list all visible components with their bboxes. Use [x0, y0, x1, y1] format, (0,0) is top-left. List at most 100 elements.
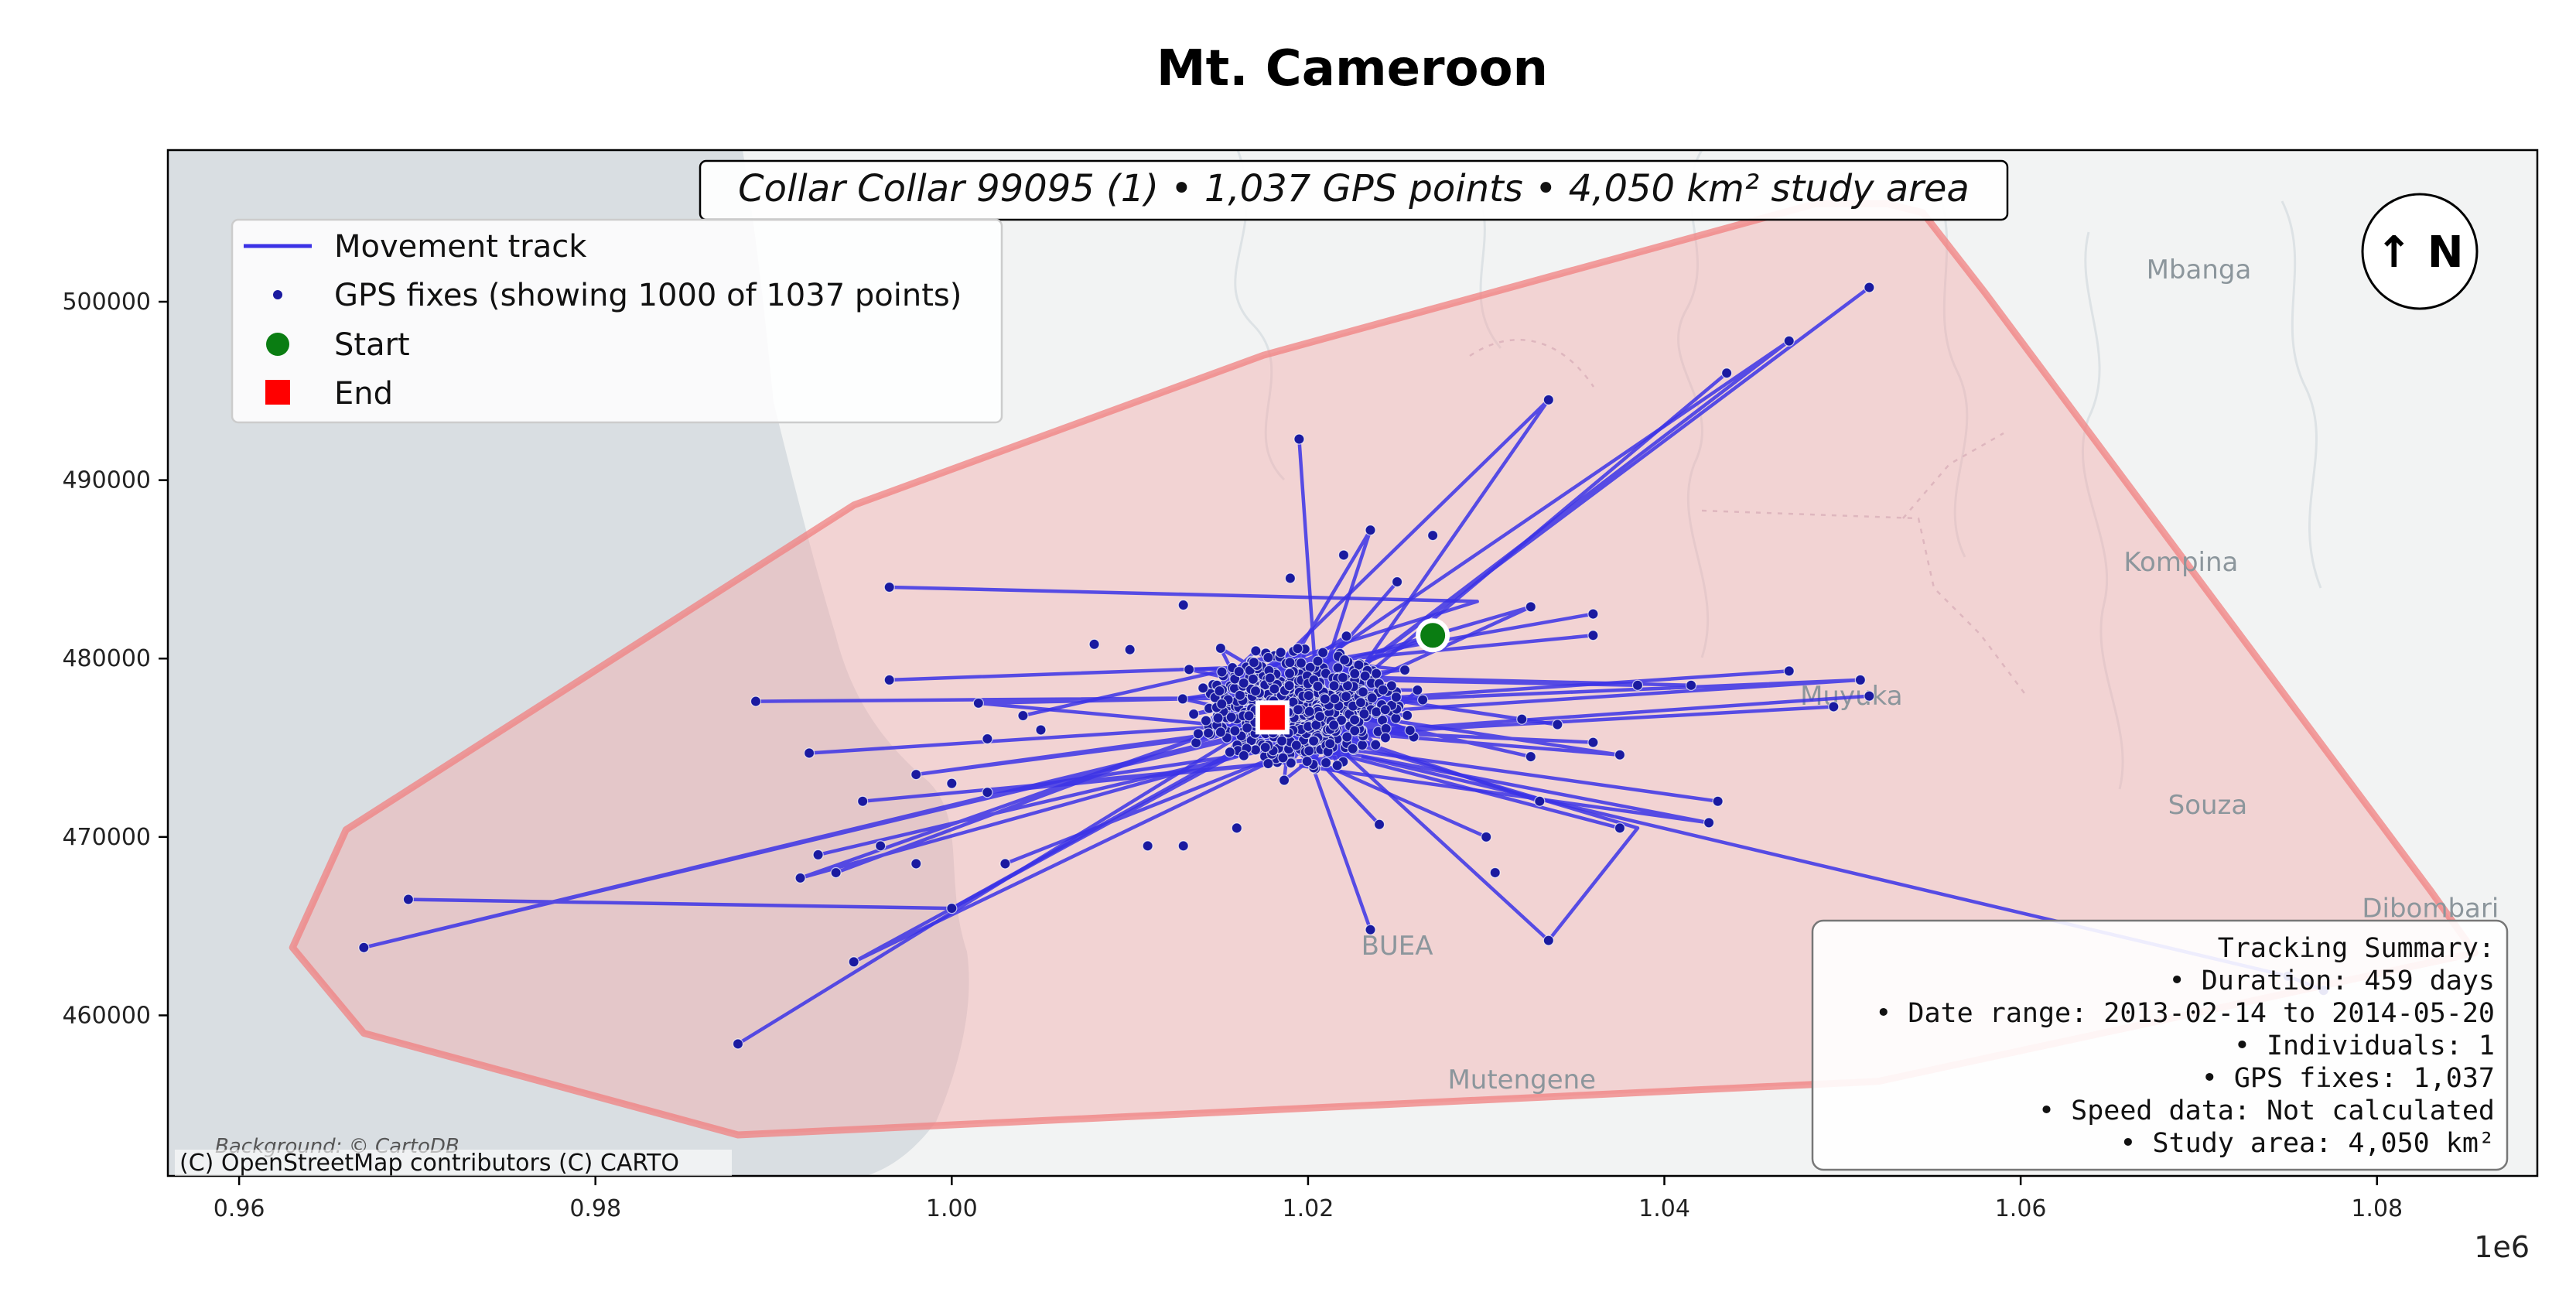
gps-fix-point: [812, 849, 824, 861]
gps-fix-point: [1275, 647, 1286, 658]
gps-fix-point: [1312, 680, 1324, 692]
gps-fix-point: [1370, 739, 1382, 750]
map-boundaries: [1469, 339, 2028, 697]
gps-fix-point: [1373, 819, 1385, 830]
movement-track-segment: [889, 585, 1594, 678]
gps-fix-point: [1358, 708, 1370, 719]
x-tick-label: 1.04: [1638, 1195, 1690, 1222]
gps-fix-point: [803, 747, 815, 759]
gps-fix-point: [1249, 685, 1262, 697]
movement-track-segment: [736, 719, 1265, 1046]
gps-fix-point: [1278, 774, 1290, 786]
gps-fix-point: [1525, 601, 1536, 613]
gps-fix-point: [1184, 664, 1195, 675]
gps-fix-point: [999, 858, 1011, 870]
y-tick-label: 460000: [62, 1002, 151, 1029]
gps-fix-point: [1828, 701, 1840, 713]
gps-fix-point: [1290, 740, 1302, 751]
gps-fix-point: [1247, 673, 1259, 685]
gps-fix-point: [1328, 680, 1340, 692]
banner-text: Collar Collar 99095 (1) • 1,037 GPS poin…: [738, 167, 1970, 210]
gps-fix-point: [1283, 680, 1295, 692]
gps-fix-point: [1284, 572, 1296, 584]
gps-fix-point: [1379, 732, 1392, 743]
gps-fix-point: [1328, 719, 1340, 731]
gps-fix-point: [1242, 722, 1253, 733]
gps-fix-point: [750, 696, 762, 707]
summary-line: • Speed data: Not calculated: [2038, 1095, 2495, 1126]
gps-fix-point: [1543, 935, 1554, 946]
gps-fix-point: [1587, 630, 1599, 641]
gps-fix-point: [732, 1038, 744, 1050]
gps-fix-point: [1216, 698, 1228, 710]
gps-fix-point: [1349, 714, 1361, 726]
gps-fix-point: [1177, 693, 1188, 705]
summary-line: • Duration: 459 days: [2169, 966, 2495, 996]
gps-fix-point: [875, 840, 887, 852]
map-place-label: Mutengene: [1447, 1065, 1596, 1095]
x-tick-label: 1.00: [926, 1195, 978, 1222]
legend: Movement track GPS fixes (showing 1000 o…: [231, 218, 1003, 424]
gps-fix-point: [1035, 724, 1047, 736]
gps-fix-point: [883, 581, 895, 593]
legend-dot-icon: [273, 290, 282, 299]
movement-track-segment: [1270, 737, 1718, 825]
gps-fix-point: [982, 733, 993, 745]
movement-track-segment: [1252, 439, 1372, 726]
gps-fix-point: [1243, 710, 1255, 722]
x-tick-label: 0.98: [569, 1195, 621, 1222]
gps-fix-point: [1349, 668, 1361, 679]
gps-fix-point: [1783, 335, 1795, 347]
gps-fix-point: [1303, 690, 1314, 702]
x-tick-label: 0.96: [214, 1195, 265, 1222]
gps-fix-point: [1284, 657, 1296, 668]
y-tick-label: 470000: [62, 824, 151, 851]
gps-fix-point: [1264, 672, 1276, 684]
gps-fix-point: [1215, 642, 1227, 654]
gps-fix-point: [1685, 679, 1697, 691]
gps-fix-point: [1417, 694, 1429, 706]
map-place-label: Mbanga: [2147, 255, 2252, 285]
gps-fix-point: [1365, 924, 1376, 935]
gps-fix-point: [830, 866, 842, 879]
summary-line: • GPS fixes: 1,037: [2202, 1063, 2495, 1094]
gps-fix-point: [402, 894, 415, 905]
movement-track-segment: [1324, 675, 1692, 688]
gps-fix-point: [1331, 760, 1343, 771]
gps-fix-point: [1335, 714, 1348, 726]
chart-title: Mt. Cameroon: [1156, 40, 1548, 97]
gps-fix-point: [1377, 684, 1389, 696]
gps-fix-point: [982, 787, 993, 798]
gps-fix-point: [1391, 576, 1403, 588]
gps-fix-point: [1202, 727, 1215, 739]
gps-fix-point: [1248, 657, 1259, 668]
gps-fix-point: [1269, 683, 1280, 695]
gps-fix-point: [1303, 745, 1315, 757]
gps-fix-point: [1516, 713, 1528, 725]
map-area: MbangaKompinaMuyukaSouzaDibombariBUEAMut…: [168, 150, 2537, 1176]
gps-fix-point: [1259, 741, 1271, 754]
gps-fix-point: [1481, 831, 1492, 842]
gps-fix-point: [1379, 704, 1391, 716]
gps-fix-point: [1234, 689, 1246, 701]
gps-fix-point: [1212, 713, 1224, 724]
end-marker: [1255, 700, 1290, 735]
gps-fix-point: [1177, 599, 1189, 611]
summary-heading: Tracking Summary:: [2218, 933, 2495, 964]
gps-fix-point: [946, 778, 958, 789]
legend-label-track: Movement track: [334, 229, 587, 265]
gps-fix-point: [1783, 665, 1795, 677]
gps-fix-point: [1359, 670, 1371, 682]
summary-line: • Individuals: 1: [2234, 1030, 2495, 1061]
gps-fix-point: [1238, 750, 1249, 761]
gps-fix-point: [1339, 654, 1351, 666]
gps-fix-point: [1427, 530, 1439, 542]
gps-fix-point: [1552, 719, 1563, 730]
map-place-label: Dibombari: [2362, 894, 2499, 925]
map-place-label: Souza: [2168, 790, 2248, 821]
gps-fix-point: [1534, 795, 1546, 807]
gps-fix-point: [1525, 750, 1536, 763]
gps-fix-point: [1308, 735, 1320, 747]
gps-fix-point: [1371, 706, 1382, 718]
y-tick-label: 500000: [62, 289, 151, 316]
